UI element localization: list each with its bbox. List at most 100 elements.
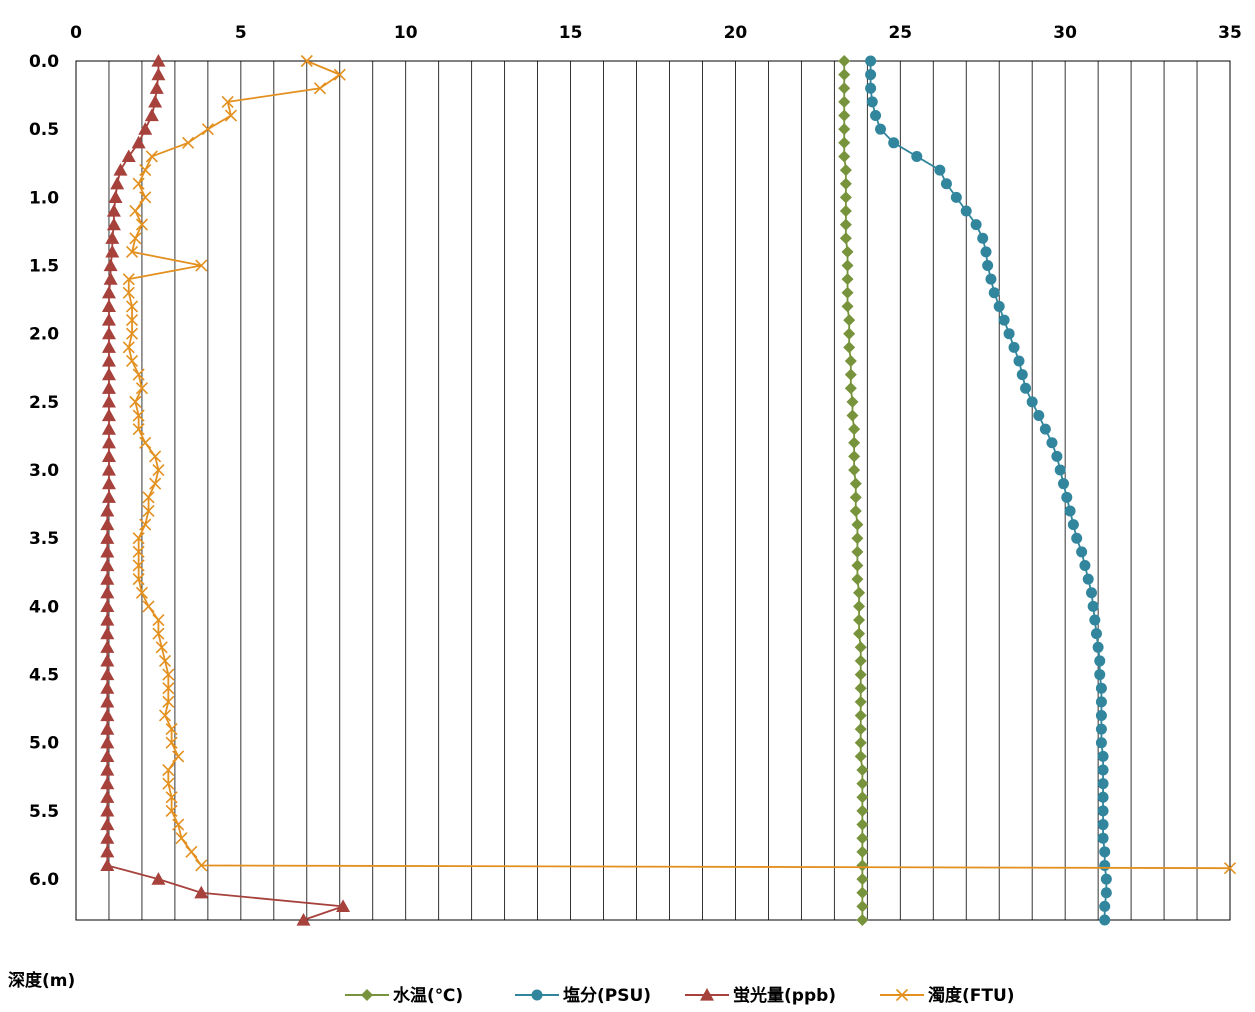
y-tick-label: 3.0	[29, 461, 59, 481]
triangle-marker	[100, 503, 115, 517]
circle-marker	[1013, 355, 1025, 367]
triangle-marker	[103, 272, 118, 285]
circle-marker	[1100, 887, 1112, 899]
y-tick-label: 0.5	[29, 120, 59, 140]
diamond-marker	[843, 314, 856, 327]
y-tick-label: 4.0	[29, 597, 59, 617]
diamond-marker	[841, 259, 854, 272]
triangle-marker	[121, 149, 136, 163]
diamond-marker	[849, 477, 862, 490]
diamond-marker	[839, 191, 852, 204]
x-marker	[895, 988, 909, 1002]
circle-marker	[1016, 369, 1028, 381]
y-axis-title: 深度(m)	[8, 970, 75, 991]
triangle-marker	[100, 572, 115, 585]
triangle-marker	[100, 613, 115, 626]
x-tick-label: 10	[394, 23, 418, 43]
legend-item-2: 塩分(PSU)	[515, 985, 651, 1006]
x-marker	[132, 409, 145, 422]
diamond-marker	[856, 845, 869, 858]
x-marker	[162, 682, 175, 695]
y-tick-label: 6.0	[29, 870, 59, 890]
x-tick-label: 35	[1218, 23, 1242, 43]
diamond-marker	[838, 95, 851, 108]
x-marker	[158, 709, 172, 722]
x-marker	[149, 450, 162, 463]
triangle-marker	[108, 190, 123, 203]
triangle-marker	[100, 817, 115, 831]
x-marker	[139, 518, 152, 531]
triangle-marker	[100, 531, 115, 544]
x-tick-label: 5	[235, 23, 247, 43]
circle-marker	[1039, 423, 1051, 435]
circle-marker	[1099, 859, 1111, 871]
circle-marker	[1051, 450, 1063, 462]
x-marker	[135, 218, 149, 231]
triangle-marker	[100, 558, 115, 572]
diamond-marker	[853, 600, 866, 613]
diamond-marker	[844, 354, 857, 367]
circle-marker	[1097, 778, 1109, 790]
x-marker	[172, 818, 185, 831]
circle-marker	[1008, 341, 1020, 353]
diamond-marker	[854, 709, 867, 722]
circle-marker	[1095, 682, 1107, 694]
legend-label: 塩分(PSU)	[563, 985, 651, 1006]
diamond-marker	[851, 573, 864, 586]
triangle-marker	[149, 81, 164, 94]
diamond-marker	[846, 395, 859, 408]
legend-label: 蛍光量(ppb)	[733, 985, 836, 1006]
circle-marker	[1026, 396, 1038, 408]
diamond-marker	[856, 818, 869, 831]
y-tick-label: 2.5	[29, 393, 59, 413]
circle-marker	[1020, 382, 1032, 394]
circle-marker	[1095, 723, 1107, 735]
triangle-marker	[101, 394, 116, 408]
x-marker	[125, 327, 139, 340]
triangle-marker	[100, 749, 115, 762]
x-marker	[185, 845, 198, 858]
circle-marker	[1033, 410, 1045, 422]
triangle-marker	[100, 763, 115, 776]
plot-area-frame	[75, 60, 1231, 921]
y-tick-label: 3.5	[29, 529, 59, 549]
triangle-marker	[151, 67, 166, 81]
triangle-marker	[105, 231, 120, 244]
x-marker	[152, 463, 165, 477]
diamond-marker	[838, 123, 851, 136]
x-marker	[142, 491, 155, 504]
circle-marker	[1071, 532, 1083, 544]
triangle-marker	[100, 585, 115, 599]
triangle-marker	[100, 831, 115, 844]
circle-marker	[977, 232, 989, 244]
triangle-marker	[105, 244, 120, 258]
circle-marker	[1003, 328, 1015, 340]
diamond-marker	[856, 777, 869, 790]
y-axis-tick-labels: 0.0 0.5 1.0 1.5 2.0 2.5 3.0 3.5 4.0 4.5 5.0 5.5 6.0	[29, 52, 59, 890]
triangle-marker	[100, 544, 115, 558]
diamond-marker	[854, 641, 867, 654]
series-3	[100, 54, 351, 926]
x-marker	[149, 477, 162, 490]
x-marker	[139, 191, 152, 204]
x-marker	[139, 164, 152, 177]
triangle-marker	[110, 176, 125, 190]
circle-marker	[1067, 519, 1079, 531]
circle-marker	[993, 300, 1005, 312]
triangle-marker	[100, 790, 115, 803]
diamond-marker	[856, 914, 869, 926]
circle-marker	[1097, 750, 1109, 762]
x-tick-label: 30	[1053, 23, 1077, 43]
triangle-marker	[100, 708, 115, 722]
triangle-marker	[103, 258, 118, 272]
x-marker	[165, 791, 178, 804]
triangle-marker	[101, 285, 116, 299]
triangle-marker	[100, 858, 115, 872]
x-marker	[175, 832, 188, 845]
legend-item-3: 蛍光量(ppb)	[685, 985, 836, 1006]
y-tick-label: 0.0	[29, 52, 59, 72]
diamond-marker	[856, 873, 869, 886]
circle-marker	[934, 164, 946, 176]
circle-marker	[1094, 669, 1106, 681]
